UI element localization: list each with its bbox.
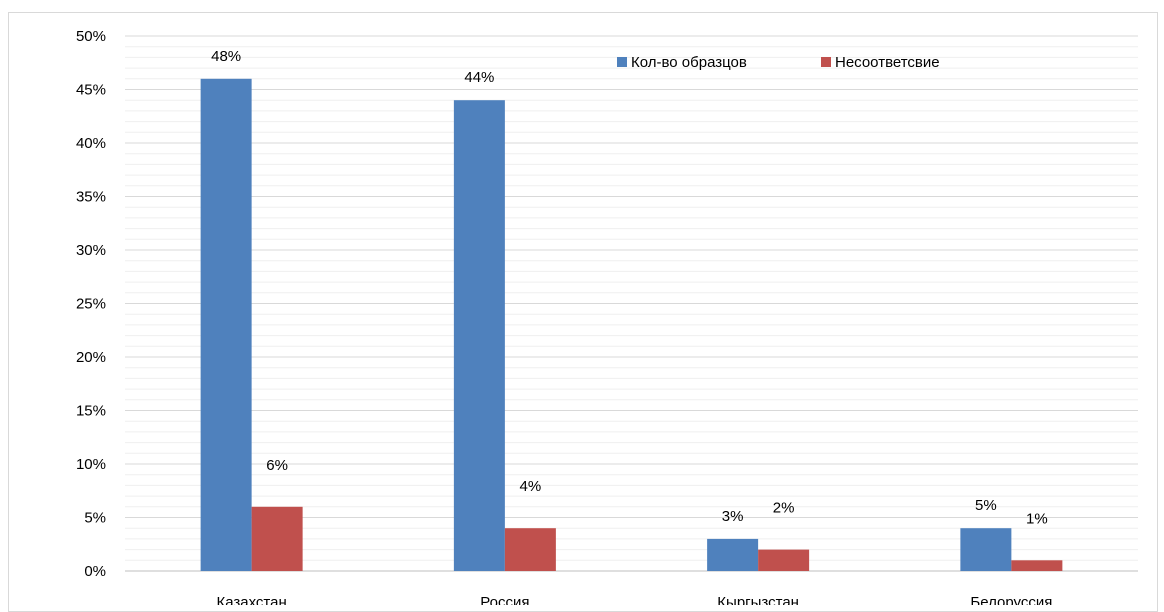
chart-frame <box>8 12 1158 612</box>
legend-swatch <box>617 57 627 67</box>
category-label: Белоруссия <box>970 594 1052 605</box>
data-label: 44% <box>464 69 494 86</box>
bar-nonconformity <box>251 506 303 571</box>
legend: Кол-во образцов Несоответсвие <box>617 54 940 71</box>
y-tick-label: 40% <box>76 135 106 152</box>
legend-label: Несоответсвие <box>835 54 940 71</box>
y-tick-label: 45% <box>76 82 106 99</box>
y-tick-label: 30% <box>76 242 106 259</box>
data-label: 2% <box>773 500 795 517</box>
category-labels: Казахстан Россия Кыргызстан Белоруссия <box>216 594 1052 605</box>
y-tick-label: 20% <box>76 349 106 366</box>
legend-label: Кол-во образцов <box>631 54 747 71</box>
data-label: 48% <box>211 48 241 65</box>
bar-samples <box>707 538 759 571</box>
y-tick-label: 35% <box>76 189 106 206</box>
bar-nonconformity <box>504 528 556 571</box>
bar-nonconformity <box>758 549 810 571</box>
data-label: 5% <box>975 497 997 514</box>
bars <box>200 78 1063 572</box>
category-label: Казахстан <box>216 594 286 605</box>
data-label: 6% <box>266 457 288 474</box>
y-tick-label: 0% <box>84 563 106 580</box>
y-tick-label: 50% <box>76 28 106 45</box>
category-label: Россия <box>480 594 529 605</box>
data-labels: 48% 6% 44% 4% 3% 2% 5% 1% <box>211 48 1048 527</box>
data-label: 1% <box>1026 510 1048 527</box>
bar-samples <box>453 100 505 571</box>
gridlines <box>125 35 1138 561</box>
data-label: 4% <box>520 478 542 495</box>
bar-samples <box>200 78 252 572</box>
legend-swatch <box>821 57 831 67</box>
y-tick-label: 5% <box>84 510 106 527</box>
y-tick-label: 15% <box>76 403 106 420</box>
bar-samples <box>960 528 1012 571</box>
y-tick-label: 25% <box>76 296 106 313</box>
data-label: 3% <box>722 508 744 525</box>
y-axis-ticks: 0% 5% 10% 15% 20% 25% 30% 35% 40% 45% 50% <box>76 28 106 580</box>
category-label: Кыргызстан <box>717 594 799 605</box>
bar-nonconformity <box>1011 560 1063 571</box>
y-tick-label: 10% <box>76 456 106 473</box>
